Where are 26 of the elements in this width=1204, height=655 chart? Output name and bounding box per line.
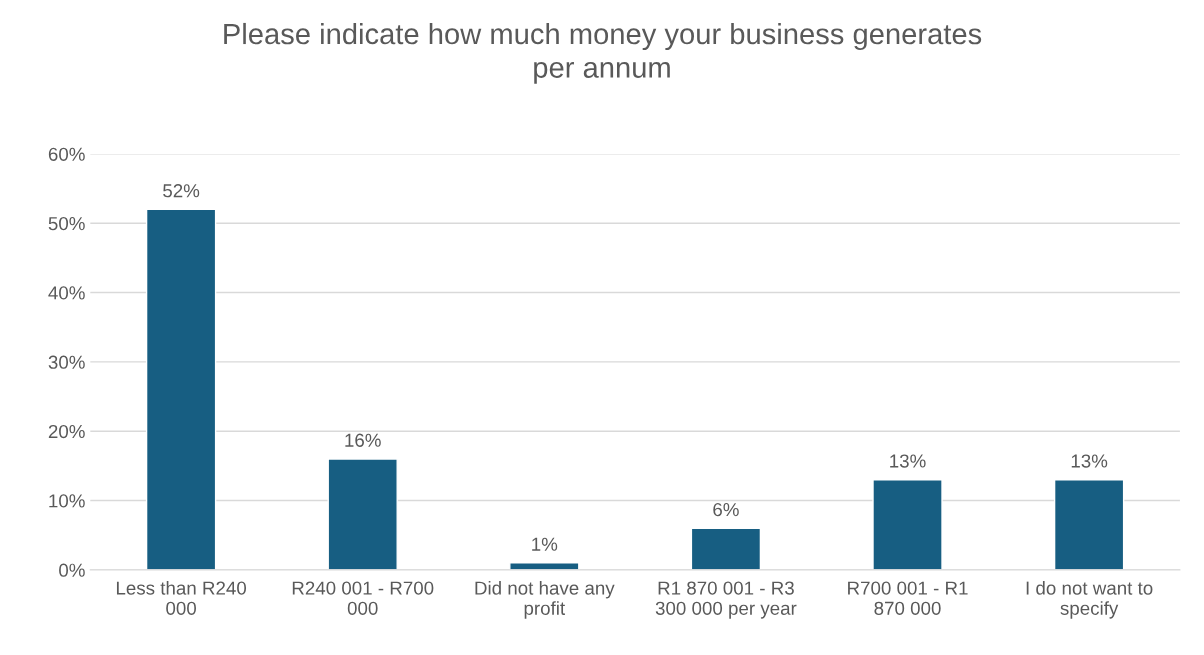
chart-title: Please indicate how much money your business generates per annum [224,22,982,84]
y-tick-label: 30% [48,355,85,369]
bar [872,479,943,570]
data-label: 6% [713,502,739,517]
x-tick-label: I do not want to specify [1026,580,1153,619]
bar [690,527,762,570]
y-tick-label: 60% [48,147,85,161]
data-label: 13% [1071,454,1108,468]
x-tick-label: Less than R240 000 [116,580,247,615]
y-tick-label: 10% [49,494,85,508]
x-tick-label: R700 001 - R1 870 000 [848,581,968,615]
bar [509,562,580,570]
y-tick-label: 40% [48,286,85,300]
y-tick-label: 20% [48,424,85,439]
y-tick-label: 50% [48,216,85,231]
data-label: 1% [532,537,558,551]
data-label: 16% [345,433,381,447]
bar [327,458,398,570]
data-label: 13% [890,454,926,468]
y-tick-label: 0% [59,563,85,577]
bar [145,208,217,570]
x-tick-label: R1 870 001 - R3 300 000 per year [655,581,797,619]
x-tick-label: Did not have any profit [475,580,615,619]
x-tick-label: R240 001 - R700 000 [292,581,434,615]
bar [1053,479,1125,570]
data-label: 52% [163,184,200,198]
